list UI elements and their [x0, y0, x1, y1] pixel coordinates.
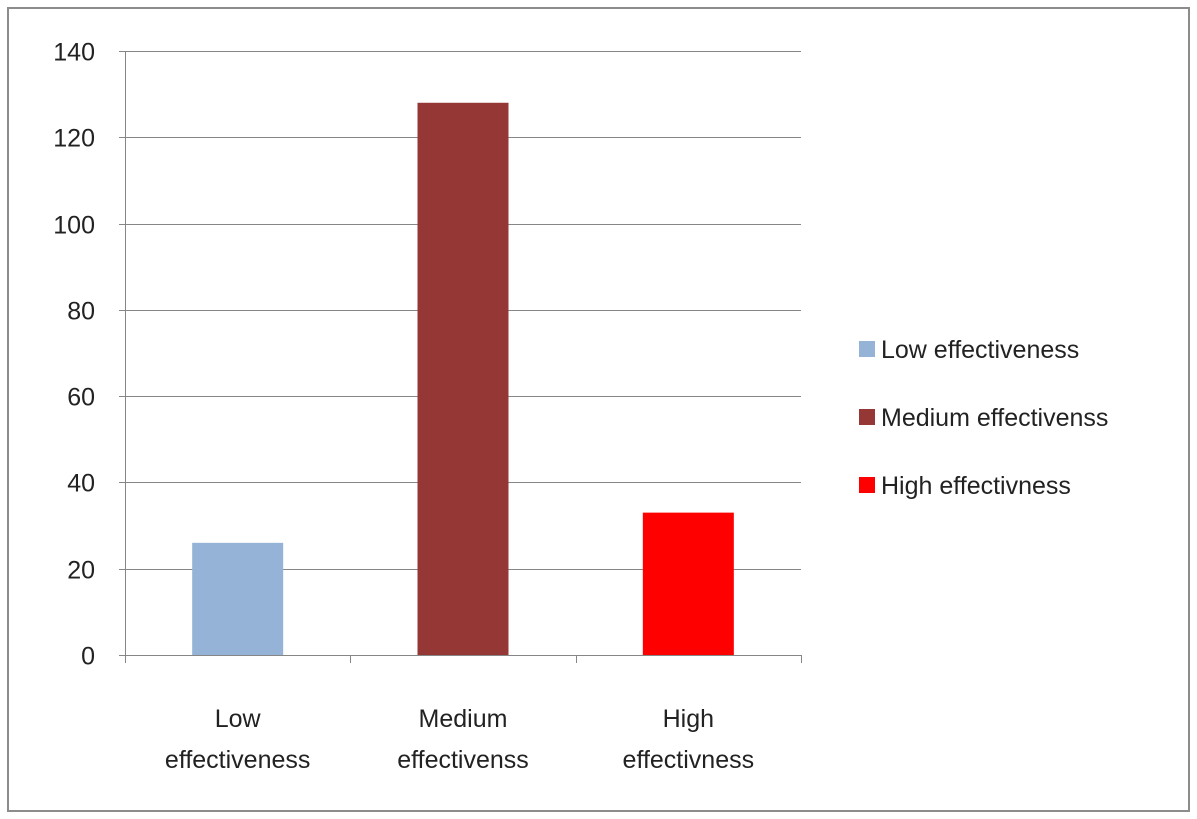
y-tick-label: 0	[81, 643, 95, 671]
x-category-labels: Low effectiveness Medium effectivenss High ef…	[165, 705, 754, 774]
legend-swatch	[859, 341, 875, 357]
y-tick-label: 140	[53, 39, 95, 67]
x-category-label: effectivness	[623, 746, 755, 774]
bars	[192, 102, 734, 656]
y-tick-label: 40	[67, 470, 95, 498]
x-category-label: effectivenss	[397, 746, 529, 774]
bar	[417, 102, 509, 656]
legend-swatch	[859, 477, 875, 493]
legend-label: High effectivness	[881, 472, 1071, 500]
axes	[119, 51, 802, 663]
x-category-label: Medium	[419, 705, 508, 733]
y-tick-labels: 0 20 40 60 80 100 120 140	[53, 39, 95, 671]
bar	[642, 512, 734, 655]
y-tick-label: 20	[67, 557, 95, 585]
x-category-label: Low	[215, 705, 262, 733]
y-tick-label: 60	[67, 384, 95, 412]
x-category-label: effectiveness	[165, 746, 310, 774]
legend-label: Medium effectivenss	[881, 404, 1108, 432]
y-tick-label: 80	[67, 298, 95, 326]
legend-label: Low effectiveness	[881, 336, 1079, 364]
bar	[192, 542, 284, 655]
y-tick-label: 100	[53, 212, 95, 240]
x-category-label: High	[663, 705, 714, 733]
legend: Low effectiveness Medium effectivenss High…	[859, 336, 1108, 500]
legend-swatch	[859, 409, 875, 425]
chart-frame	[7, 7, 1190, 812]
y-tick-label: 120	[53, 125, 95, 153]
